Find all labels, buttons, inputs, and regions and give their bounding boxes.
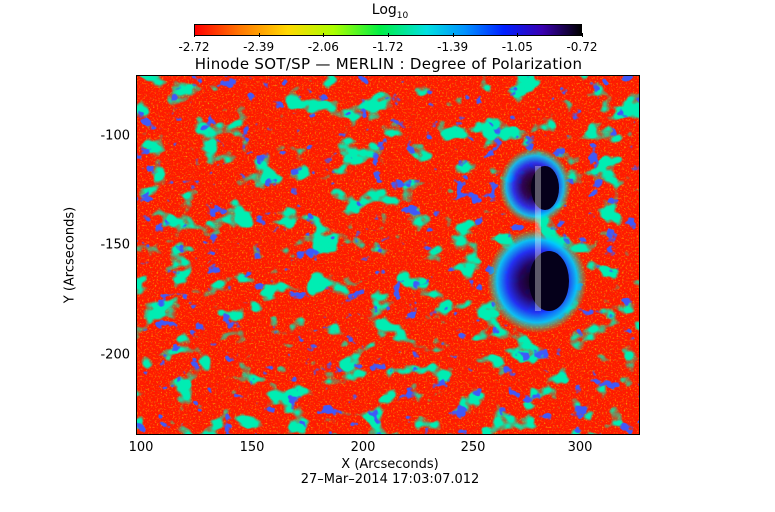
y-tick-label: -150 (100, 237, 130, 253)
observation-timestamp: 27–Mar–2014 17:03:07.012 (300, 472, 480, 487)
colorbar-tick-label: -0.72 (566, 40, 598, 54)
polarization-map-image (137, 76, 639, 434)
y-tick-label: -200 (100, 347, 130, 363)
colorbar-tick-label: -2.72 (178, 40, 210, 54)
polarization-map (136, 75, 640, 435)
plot-title: Hinode SOT/SP — MERLIN : Degree of Polar… (194, 55, 583, 73)
colorbar-tick-label: -1.05 (501, 40, 533, 54)
colorbar-title: Log10 (371, 2, 409, 21)
x-tick-label: 250 (460, 440, 486, 455)
colorbar-tick-label: -1.72 (372, 40, 404, 54)
colorbar-tickmark (388, 33, 389, 37)
colorbar-tick-label: -2.39 (243, 40, 275, 54)
x-tick-label: 300 (567, 440, 593, 455)
x-tick-label: 100 (128, 440, 154, 455)
y-axis-label: Y (Arcseconds) (62, 206, 78, 304)
colorbar-tickmark (452, 33, 454, 37)
colorbar-tickmark (194, 33, 195, 37)
y-tick-label: -100 (100, 128, 130, 144)
colorbar-tickmark (517, 33, 519, 37)
colorbar-tick-label: -2.06 (307, 40, 339, 54)
colorbar-tickmark (258, 33, 260, 37)
x-axis-label: X (Arcseconds) (341, 457, 439, 472)
colorbar-tickmark (582, 33, 583, 37)
colorbar-tickmark (323, 33, 325, 37)
colorbar-tick-label: -1.39 (437, 40, 469, 54)
x-tick-label: 200 (350, 440, 376, 455)
x-tick-label: 150 (239, 440, 265, 455)
